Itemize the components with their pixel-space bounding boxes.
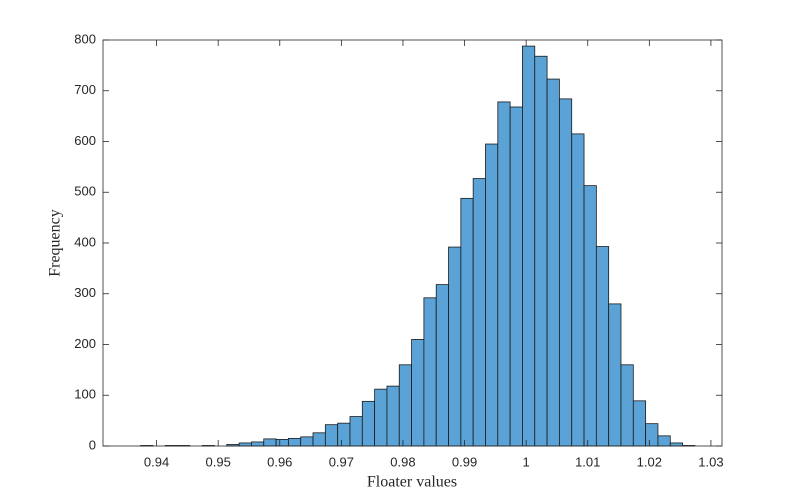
x-tick-label: 0.99 (452, 454, 477, 469)
bar (275, 439, 289, 447)
bar (571, 133, 585, 447)
x-tick-label: 1.03 (698, 454, 723, 469)
bar (497, 101, 511, 447)
bar (509, 106, 523, 447)
y-tick-label: 300 (74, 285, 96, 300)
x-tick-label: 0.98 (390, 454, 415, 469)
bar (349, 416, 363, 447)
bar (583, 185, 597, 447)
bar (287, 437, 302, 447)
bar (435, 284, 449, 447)
bar (558, 98, 573, 447)
bar (657, 435, 671, 447)
y-tick-label: 800 (74, 31, 96, 46)
bar (251, 441, 265, 447)
y-tick-label: 600 (74, 133, 96, 148)
bar (632, 400, 647, 447)
bar (411, 339, 425, 447)
x-axis-label: Floater values (367, 474, 457, 491)
y-tick-label: 500 (74, 184, 96, 199)
x-tick-label: 0.95 (206, 454, 231, 469)
bar (620, 364, 634, 447)
y-tick-label: 700 (74, 82, 96, 97)
bar (608, 303, 622, 447)
y-tick-label: 100 (74, 387, 96, 402)
x-tick-label: 0.96 (267, 454, 292, 469)
bar (423, 297, 437, 447)
bar (312, 432, 326, 447)
bar (448, 246, 462, 447)
bar (485, 143, 499, 447)
bar (534, 55, 548, 447)
bar (324, 424, 339, 447)
y-tick-label: 200 (74, 336, 96, 351)
x-tick-label: 1 (523, 454, 530, 469)
bar (669, 442, 683, 447)
y-tick-label: 400 (74, 234, 96, 249)
bar (522, 45, 536, 447)
bar (361, 400, 376, 447)
bar (386, 385, 400, 447)
bar (337, 422, 351, 447)
bar (546, 78, 560, 447)
bar (263, 438, 277, 447)
y-axis-label: Frequency (47, 209, 64, 277)
bar (472, 178, 486, 447)
bar (595, 246, 610, 447)
x-tick-label: 0.97 (329, 454, 354, 469)
y-tick-label: 0 (89, 437, 96, 452)
bar (645, 423, 659, 447)
bar (300, 436, 314, 447)
bar (460, 197, 474, 447)
x-tick-label: 1.02 (637, 454, 662, 469)
x-tick-label: 1.01 (575, 454, 600, 469)
bar (374, 388, 388, 447)
x-tick-label: 0.94 (144, 454, 169, 469)
bar (238, 442, 252, 447)
bar (398, 364, 412, 447)
